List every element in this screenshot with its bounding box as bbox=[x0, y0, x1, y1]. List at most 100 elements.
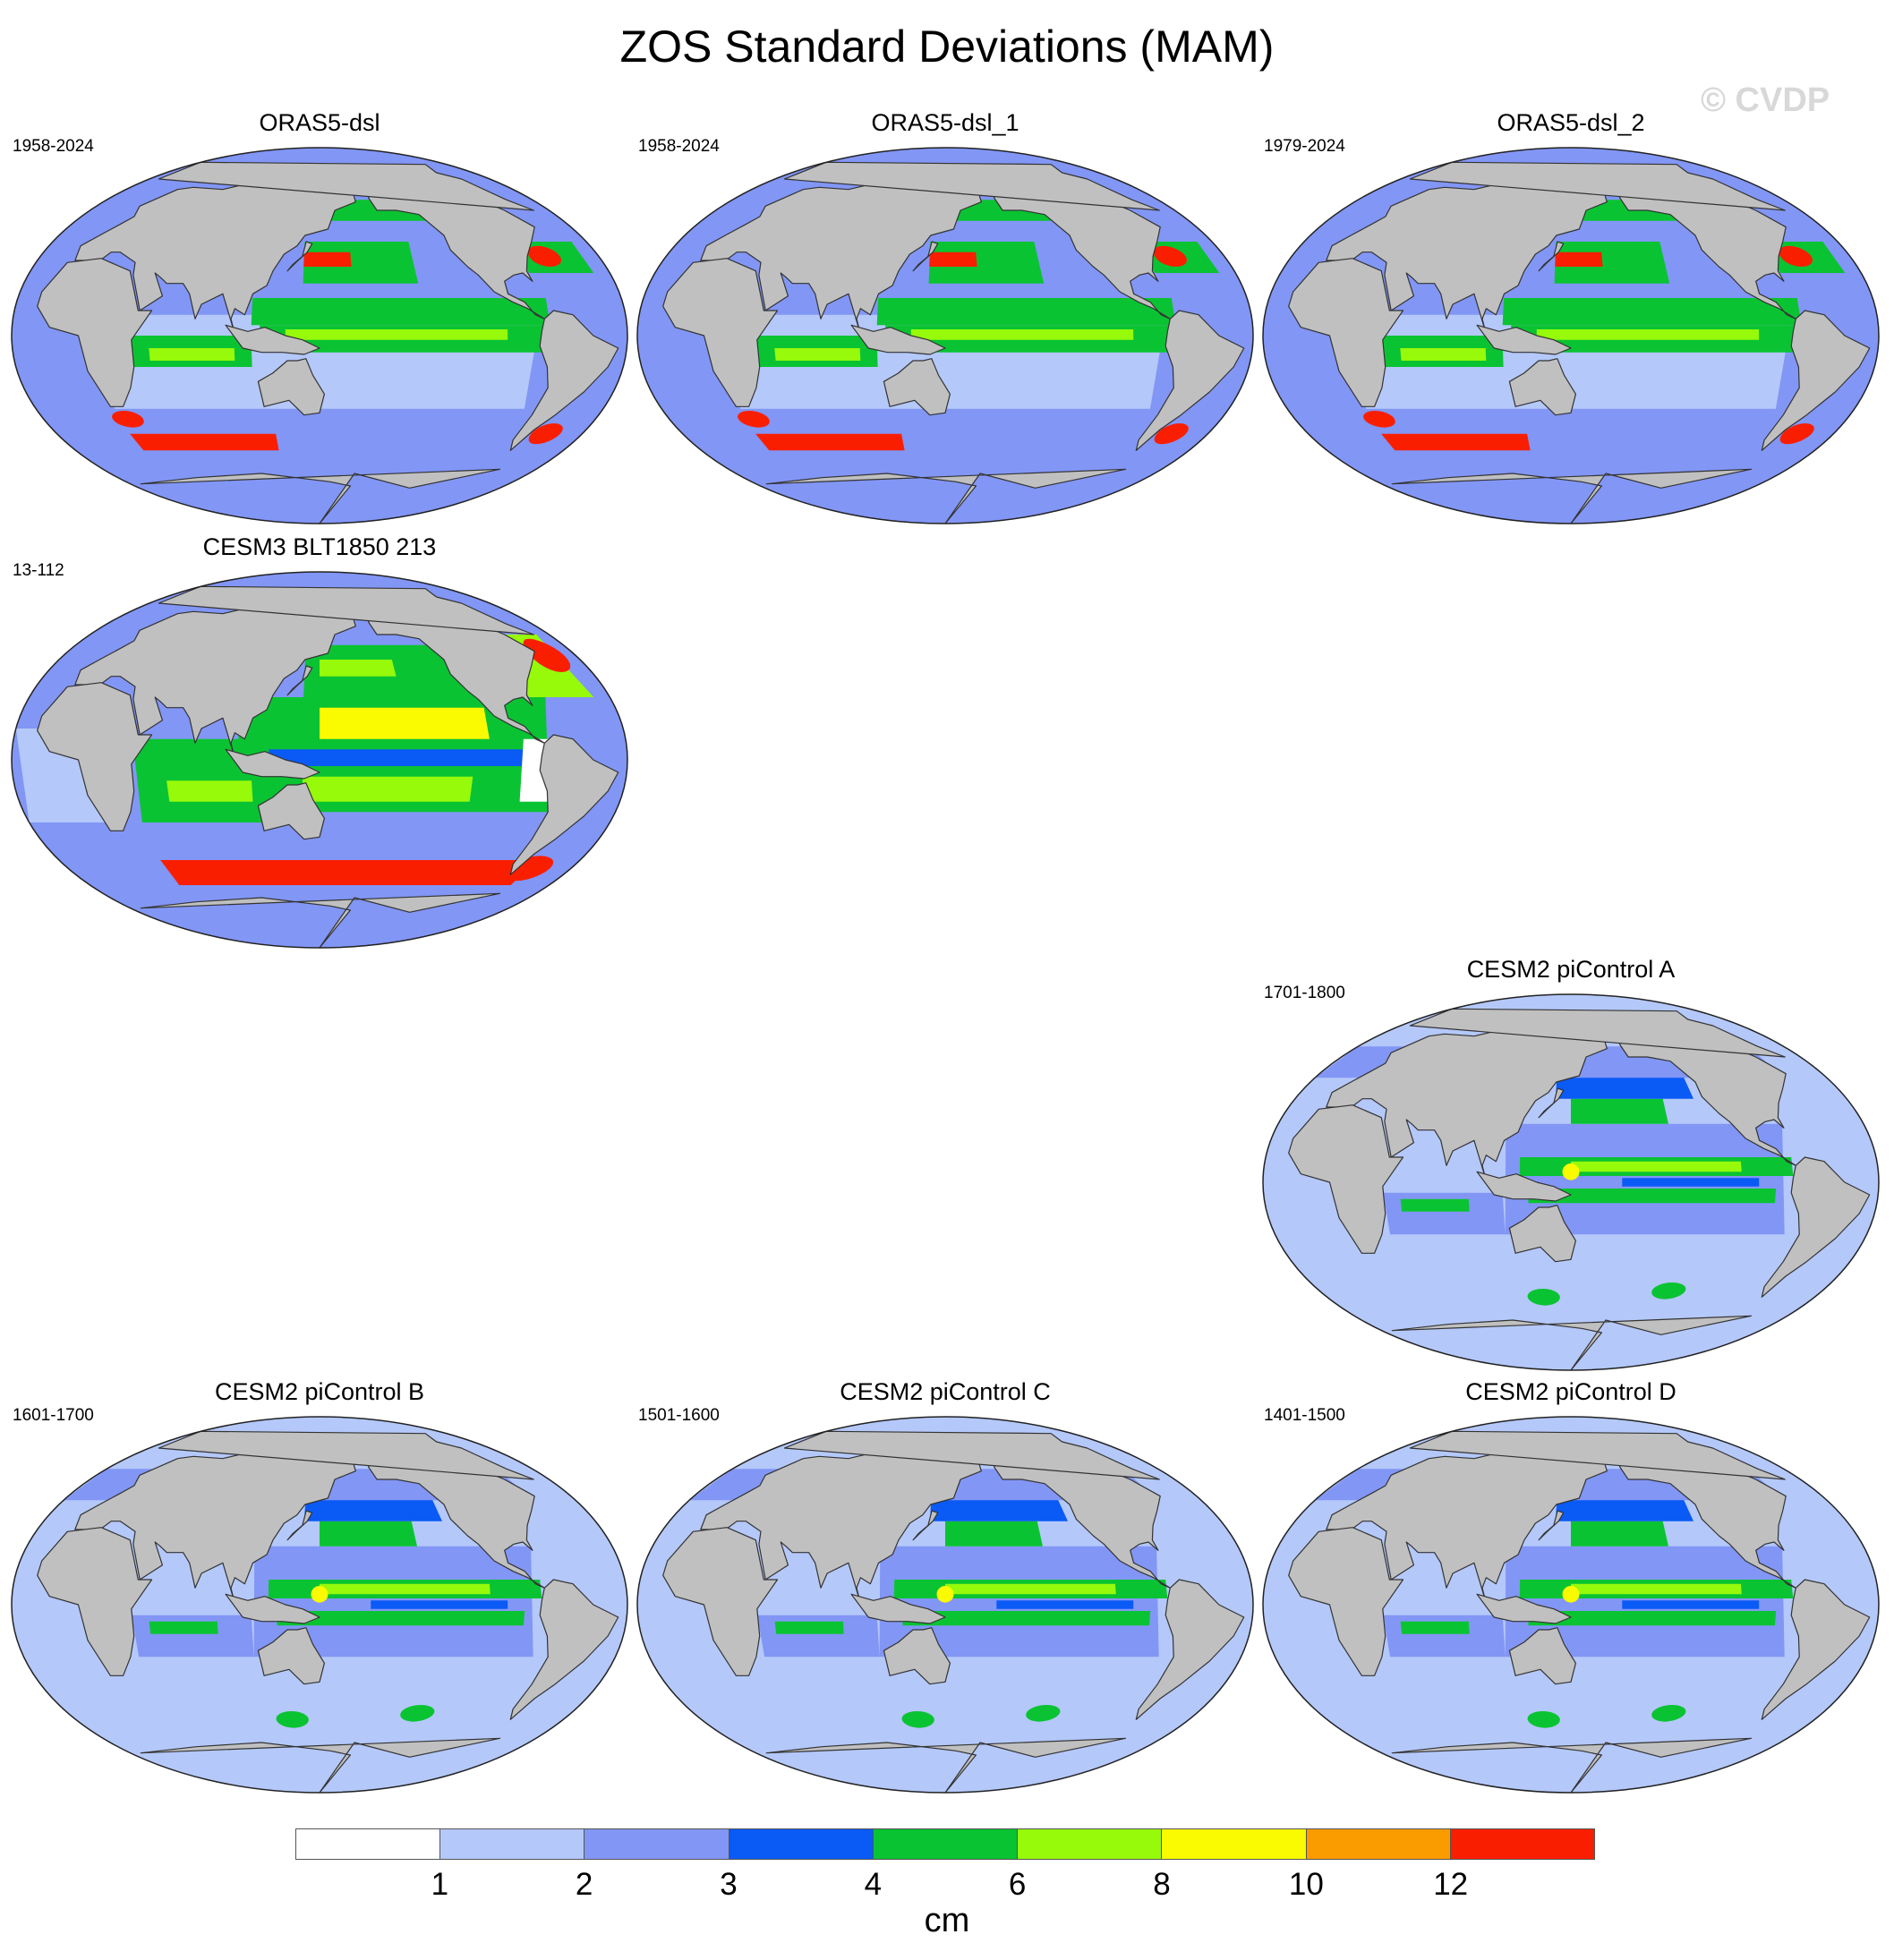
indonesia-landmass bbox=[225, 324, 320, 355]
ssh-std-region bbox=[1571, 1161, 1742, 1172]
ssh-std-region bbox=[251, 298, 550, 326]
antarctica-landmass bbox=[140, 1737, 501, 1793]
world-map bbox=[636, 1416, 1254, 1794]
panel-period: 1958-2024 bbox=[13, 137, 94, 156]
africa-landmass bbox=[1288, 1527, 1404, 1676]
ssh-std-region bbox=[320, 1583, 491, 1595]
ssh-std-region bbox=[1622, 1600, 1760, 1609]
colorbar-box bbox=[873, 1828, 1019, 1860]
colorbar-labels: 1 2 3 4 6 8 10 12 bbox=[295, 1867, 1595, 1903]
ssh-std-hotspot bbox=[326, 864, 395, 885]
ssh-std-region bbox=[1571, 1521, 1668, 1547]
panel-title: CESM2 piControl B bbox=[214, 1378, 425, 1405]
ssh-std-hotspot bbox=[1527, 1289, 1560, 1306]
colorbar-box bbox=[295, 1828, 441, 1860]
colorbar-label: 3 bbox=[720, 1867, 738, 1902]
cvdp-watermark: © CVDP bbox=[1701, 81, 1830, 119]
ssh-std-region bbox=[285, 329, 508, 340]
japan-landmass bbox=[1538, 241, 1565, 272]
ssh-std-region bbox=[1528, 1189, 1777, 1204]
ssh-std-region bbox=[320, 660, 397, 677]
ssh-std-region bbox=[1571, 1583, 1742, 1595]
colorbar-box bbox=[1162, 1828, 1307, 1860]
ssh-std-region bbox=[757, 1615, 880, 1657]
eurasia-landmass bbox=[700, 174, 982, 332]
australia-landmass bbox=[1508, 1627, 1576, 1685]
colorbar-label: 6 bbox=[1008, 1867, 1027, 1902]
ssh-std-hotspot bbox=[738, 411, 770, 428]
ssh-std-hotspot bbox=[311, 1586, 328, 1603]
africa-landmass bbox=[37, 258, 153, 407]
australia-landmass bbox=[257, 782, 325, 840]
colorbar bbox=[295, 1828, 1595, 1860]
map-outline bbox=[636, 1416, 1254, 1794]
ssh-std-region bbox=[1383, 1192, 1506, 1235]
greenland-landmass bbox=[1409, 161, 1786, 211]
greenland-landmass bbox=[158, 585, 534, 635]
world-map bbox=[11, 1416, 628, 1794]
map-panel-cesm2-picontrol-a: CESM2 piControl A 1701-1800 bbox=[1262, 952, 1880, 1373]
australia-landmass bbox=[257, 358, 325, 416]
panel-title: CESM2 piControl A bbox=[1466, 956, 1676, 983]
antarctica-landmass bbox=[765, 468, 1127, 524]
antarctica-landmass bbox=[1391, 468, 1753, 524]
africa-landmass bbox=[662, 1527, 779, 1676]
ssh-std-region bbox=[1400, 1198, 1470, 1212]
australia-landmass bbox=[1508, 1205, 1576, 1263]
ssh-std-hotspot bbox=[276, 1711, 309, 1728]
ssh-std-hotspot bbox=[1651, 1283, 1686, 1300]
colorbar-box bbox=[729, 1828, 874, 1860]
ssh-std-region bbox=[902, 1611, 1151, 1626]
south-america-landmass bbox=[509, 310, 619, 451]
ssh-std-hotspot bbox=[1026, 1705, 1061, 1722]
eurasia-landmass bbox=[74, 1443, 356, 1601]
world-map bbox=[1262, 1416, 1880, 1794]
ssh-std-region bbox=[371, 1600, 508, 1609]
japan-landmass bbox=[286, 665, 313, 696]
world-map bbox=[636, 147, 1254, 524]
indonesia-landmass bbox=[850, 1593, 946, 1624]
south-america-landmass bbox=[1761, 1156, 1871, 1298]
ssh-std-hotspot bbox=[936, 1586, 954, 1603]
world-map bbox=[11, 147, 628, 524]
colorbar-box bbox=[1018, 1828, 1163, 1860]
ssh-std-region bbox=[166, 780, 253, 802]
panel-period: 13-112 bbox=[13, 561, 64, 580]
colorbar-unit: cm bbox=[924, 1902, 970, 1939]
ssh-std-hotspot bbox=[112, 411, 144, 428]
map-panel-cesm3-blt1850-213: CESM3 BLT1850 213 13-112 bbox=[11, 530, 628, 950]
eurasia-landmass bbox=[700, 1443, 982, 1601]
map-outline bbox=[11, 571, 628, 949]
map-outline bbox=[636, 147, 1254, 524]
africa-landmass bbox=[37, 1527, 153, 1676]
ssh-std-region bbox=[1571, 1098, 1668, 1124]
map-panel-oras5-dsl-2: ORAS5-dsl_2 1979-2024 bbox=[1262, 106, 1880, 526]
map-panel-cesm2-picontrol-b: CESM2 piControl B 1601-1700 bbox=[11, 1375, 628, 1795]
australia-landmass bbox=[257, 1627, 325, 1685]
panel-title: CESM2 piControl C bbox=[840, 1378, 1051, 1405]
eurasia-landmass bbox=[1326, 1020, 1608, 1179]
ssh-std-region bbox=[1528, 1611, 1777, 1626]
ssh-std-region bbox=[1400, 1621, 1470, 1634]
ssh-std-region bbox=[929, 251, 977, 267]
ssh-std-hotspot bbox=[1562, 1586, 1580, 1603]
japan-landmass bbox=[1538, 1087, 1565, 1119]
panel-title: CESM2 piControl D bbox=[1465, 1378, 1676, 1405]
greenland-landmass bbox=[158, 1430, 534, 1480]
ssh-std-hotspot bbox=[1779, 423, 1814, 445]
ssh-std-region bbox=[320, 707, 490, 739]
ssh-std-region bbox=[945, 1583, 1116, 1595]
colorbar-label: 12 bbox=[1433, 1867, 1469, 1902]
japan-landmass bbox=[912, 241, 939, 272]
ssh-std-region bbox=[1502, 298, 1802, 326]
antarctica-landmass bbox=[1391, 1737, 1753, 1793]
map-panel-cesm2-picontrol-d: CESM2 piControl D 1401-1500 bbox=[1262, 1375, 1880, 1795]
eurasia-landmass bbox=[74, 598, 356, 756]
antarctica-landmass bbox=[765, 1737, 1127, 1793]
indonesia-landmass bbox=[225, 1593, 320, 1624]
ssh-std-hotspot bbox=[1154, 423, 1189, 445]
south-america-landmass bbox=[1135, 1579, 1245, 1720]
panel-period: 1958-2024 bbox=[638, 137, 720, 156]
ssh-std-region bbox=[1555, 251, 1603, 267]
map-outline bbox=[11, 147, 628, 524]
